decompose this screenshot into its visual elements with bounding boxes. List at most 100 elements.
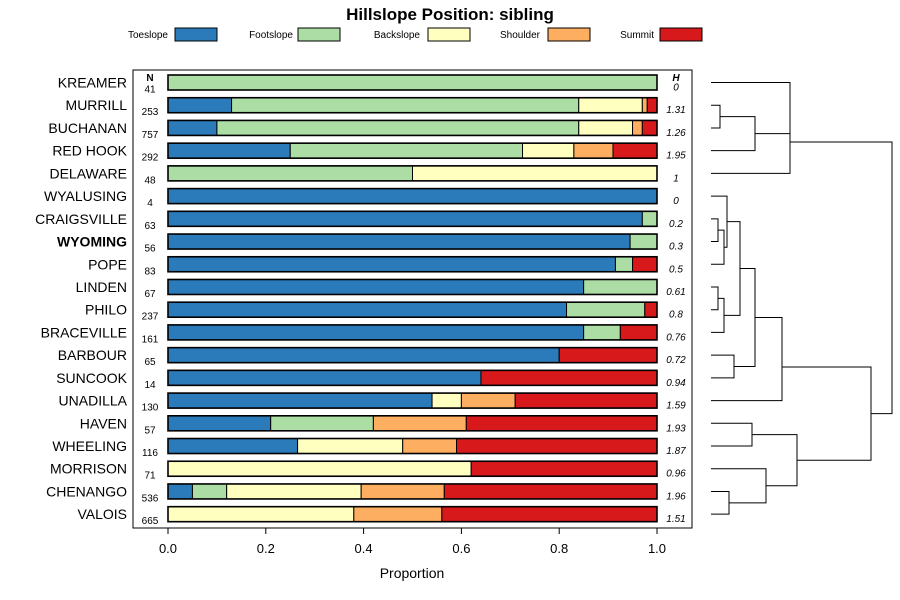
bar-craigsville-toeslope [167, 210, 643, 227]
row-label-chenango: CHENANGO [46, 483, 127, 499]
legend-label-backslope: Backslope [374, 30, 421, 41]
row-label-wheeling: WHEELING [52, 438, 127, 454]
dendro-link-mb-redhook [711, 116, 756, 152]
legend-label-footslope: Footslope [249, 30, 293, 41]
bar-chenango-summit [443, 483, 658, 500]
row-label-philo: PHILO [85, 302, 127, 318]
dendro-link-wyalusing [711, 195, 728, 248]
h-value-linden: 0.61 [666, 287, 685, 298]
bar-unadilla-summit [514, 392, 658, 409]
bar-wyoming-footslope [629, 233, 658, 250]
n-value-pope: 83 [144, 266, 156, 277]
bar-haven-shoulder [372, 415, 467, 432]
bar-outline-kreamer [167, 74, 658, 91]
n-value-murrill: 253 [142, 107, 159, 118]
bar-wheeling-summit [456, 438, 658, 455]
bar-pope-summit [632, 256, 658, 273]
row-label-suncook: SUNCOOK [56, 370, 127, 386]
n-value-wyoming: 56 [144, 244, 156, 255]
dendro-link-linden-philo [711, 286, 719, 311]
bar-pope-toeslope [167, 256, 616, 273]
row-suncook: SUNCOOK 14 0.94 [56, 369, 686, 391]
bar-valois-summit [441, 506, 658, 523]
n-value-delaware: 48 [144, 175, 156, 186]
chart-title: Hillslope Position: sibling [346, 5, 554, 24]
bar-delaware-footslope [167, 165, 413, 182]
h-value-suncook: 0.94 [666, 378, 686, 389]
bar-unadilla-toeslope [167, 392, 433, 409]
dendro-link-murrill-buchanan [711, 104, 721, 129]
bar-buchanan-toeslope [167, 119, 218, 136]
bar-outline-pope [167, 255, 658, 273]
dendro-link-craigsville-wyoming [711, 218, 719, 243]
bar-braceville-summit [619, 324, 658, 341]
h-value-unadilla: 1.59 [666, 401, 686, 412]
bar-valois-shoulder [353, 506, 443, 523]
legend-swatch-shoulder [547, 27, 591, 42]
bar-outline-red-hook [167, 142, 658, 159]
dendro-link-bottom [752, 434, 798, 487]
h-value-kreamer: 0 [673, 83, 679, 94]
bar-chenango-backslope [226, 483, 362, 500]
bar-wheeling-shoulder [402, 438, 458, 455]
x-tick-label-4: 0.8 [550, 541, 568, 556]
bar-linden-footslope [583, 278, 658, 295]
dendro-link-haven-wheeling [711, 422, 753, 447]
h-value-morrison: 0.96 [666, 469, 686, 480]
row-braceville: BRACEVILLE 161 0.76 [41, 324, 686, 345]
bar-unadilla-shoulder [460, 392, 516, 409]
n-value-kreamer: 41 [144, 85, 156, 96]
bar-delaware-backslope [412, 165, 658, 182]
bar-red-hook-backslope [522, 142, 575, 159]
bar-outline-morrison [167, 460, 658, 478]
row-murrill: MURRILL 253 1.31 [66, 96, 686, 118]
row-label-wyalusing: WYALUSING [44, 188, 127, 204]
h-value-buchanan: 1.26 [666, 128, 686, 139]
bar-wheeling-toeslope [167, 438, 299, 455]
row-label-craigsville: CRAIGSVILLE [35, 211, 127, 227]
bar-philo-footslope [566, 301, 646, 318]
bar-philo-toeslope [167, 301, 568, 318]
row-label-kreamer: KREAMER [58, 75, 127, 91]
bar-outline-valois [167, 505, 658, 523]
legend-swatch-footslope [297, 27, 341, 42]
row-label-haven: HAVEN [80, 415, 127, 431]
n-value-barbour: 65 [144, 357, 156, 368]
row-craigsville: CRAIGSVILLE 63 0.2 [35, 210, 683, 232]
row-label-braceville: BRACEVILLE [41, 324, 127, 340]
bar-wyoming-toeslope [167, 233, 631, 250]
n-value-valois: 665 [142, 516, 159, 527]
row-label-barbour: BARBOUR [58, 347, 127, 363]
dendro-link-kreamer-delaware [711, 82, 791, 174]
row-valois: VALOIS 665 1.51 [77, 505, 686, 527]
x-tick-label-5: 1.0 [648, 541, 666, 556]
bar-buchanan-footslope [216, 119, 580, 136]
row-label-valois: VALOIS [77, 506, 127, 522]
bar-outline-buchanan [167, 119, 658, 137]
h-value-braceville: 0.76 [666, 332, 686, 343]
row-philo: PHILO 237 0.8 [85, 301, 683, 323]
row-chenango: CHENANGO 536 1.96 [46, 483, 686, 504]
row-unadilla: UNADILLA 130 1.59 [59, 392, 686, 414]
bar-craigsville-footslope [641, 210, 658, 227]
h-value-wyalusing: 0 [673, 196, 679, 207]
legend-swatch-backslope [427, 27, 471, 42]
n-value-linden: 67 [144, 289, 156, 300]
legend-swatch-toeslope [174, 27, 218, 42]
x-tick-label-0: 0.0 [159, 541, 177, 556]
row-linden: LINDEN 67 0.61 [76, 278, 686, 300]
h-value-pope: 0.5 [669, 264, 683, 275]
bar-kreamer-footslope [167, 74, 658, 91]
bar-murrill-backslope [578, 97, 643, 114]
row-label-wyoming: WYOMING [57, 234, 127, 250]
n-value-red-hook: 292 [142, 153, 159, 164]
dendro-link-chenango-valois [711, 490, 730, 515]
bar-wyalusing-toeslope [167, 188, 658, 205]
x-axis-title: Proportion [380, 565, 445, 581]
h-column-header: H [672, 73, 680, 84]
legend-label-toeslope: Toeslope [128, 30, 168, 41]
bar-barbour-summit [558, 347, 658, 364]
bar-linden-toeslope [167, 278, 585, 295]
h-value-valois: 1.51 [666, 514, 685, 525]
